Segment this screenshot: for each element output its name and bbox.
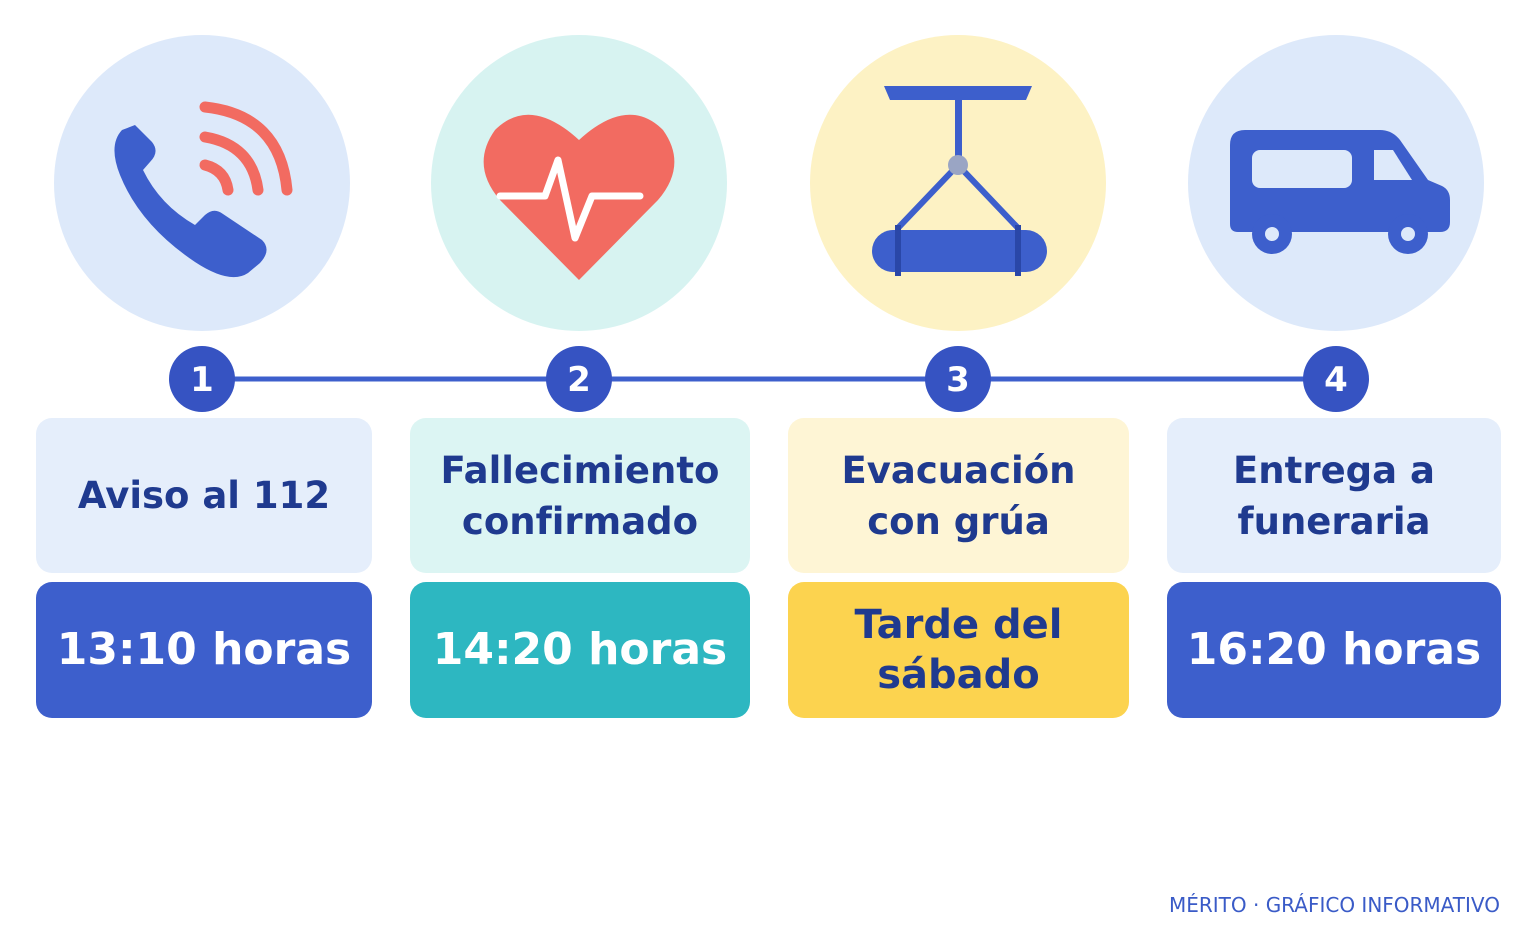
label-text: con grúa [867,499,1050,543]
step-numbers: 1 2 3 4 [169,346,1369,412]
step-number: 2 [567,360,591,400]
step-number: 3 [946,360,970,400]
phone-icon [114,101,293,278]
step-marker [925,346,991,412]
step-number: 4 [1324,360,1348,400]
time-text: sábado [877,652,1040,698]
label-text: Fallecimiento [440,448,720,492]
van-icon [1230,130,1450,254]
time-text: 13:10 horas [56,624,352,675]
label-box: Entrega a funeraria [1167,418,1501,573]
icon-bg [810,35,1106,331]
time-box: Tarde del sábado [788,582,1129,718]
crane-icon [872,86,1047,276]
time-text: 16:20 horas [1186,624,1482,675]
time-box: 14:20 horas [410,582,750,718]
time-box: 13:10 horas [36,582,372,718]
time-text: Tarde del [854,602,1063,648]
label-box: Fallecimiento confirmado [410,418,750,573]
label-text: Evacuación [841,448,1076,492]
label-text: Entrega a [1233,448,1435,492]
label-box: Aviso al 112 [36,418,372,573]
icon-bg [54,35,350,331]
step-marker [546,346,612,412]
label-text: funeraria [1237,499,1431,543]
footer: MÉRITO · GRÁFICO INFORMATIVO [1168,893,1500,917]
label-text: confirmado [461,499,699,543]
step-marker [169,346,235,412]
time-box: 16:20 horas [1167,582,1501,718]
time-text: 14:20 horas [432,624,728,675]
label-text: Aviso al 112 [77,474,331,517]
step-number: 1 [190,360,214,400]
step-marker [1303,346,1369,412]
heart-icon [483,114,675,280]
label-box: Evacuación con grúa [788,418,1129,573]
